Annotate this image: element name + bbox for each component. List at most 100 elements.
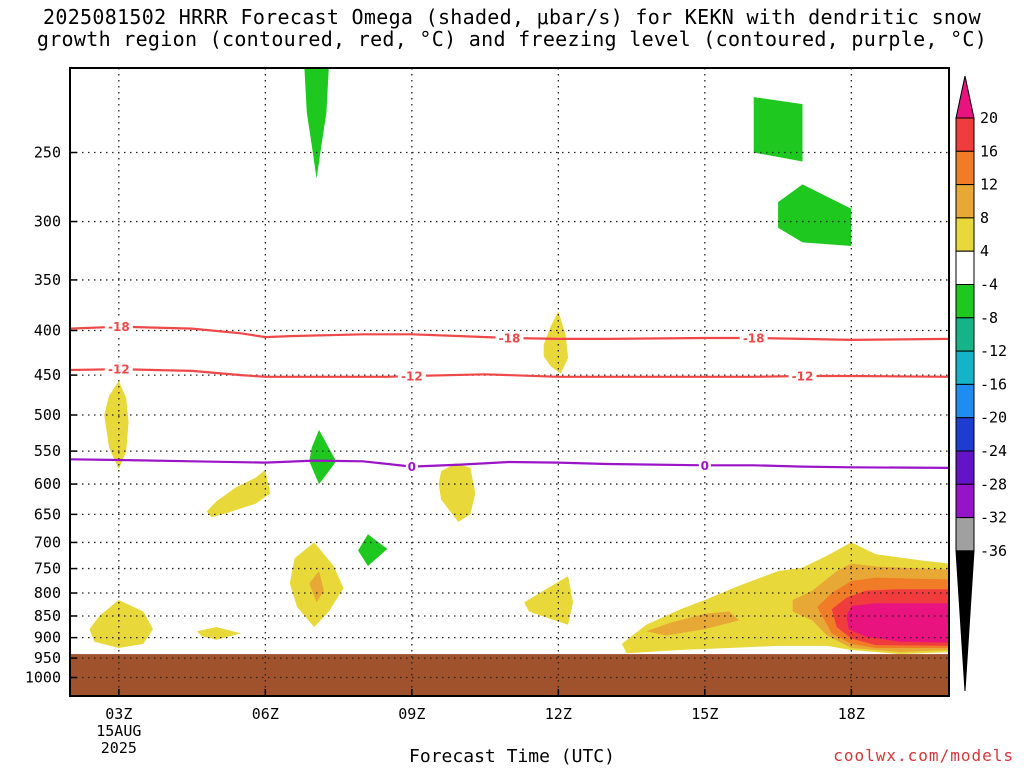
contour-label: -18 [499,332,521,346]
colorbar-swatch [955,350,975,385]
contour-line [70,325,949,342]
colorbar-label: 8 [980,209,989,227]
y-tick-label: 600 [34,475,61,493]
omega-region-5 [104,381,129,470]
colorbar-swatch [955,250,975,285]
colorbar-label: -12 [980,342,1007,360]
colorbar-label: 16 [980,142,998,160]
colorbar-label: -36 [980,542,1007,560]
colorbar-swatch [955,284,975,319]
colorbar-label: -28 [980,475,1007,493]
y-tick-label: 850 [34,607,61,625]
y-tick-label: 950 [34,649,61,667]
contour-label-bg [104,362,133,377]
x-tick-label: 18Z [838,705,865,723]
chart-title-line1: 2025081502 HRRR Forecast Omega (shaded, … [43,5,981,29]
y-tick-label: 700 [34,533,61,551]
colorbar-label: -32 [980,509,1007,527]
colorbar-swatch [955,517,975,552]
y-tick-label: 500 [34,406,61,424]
x-tick-label: 15Z [691,705,718,723]
contour-label: -12 [108,363,130,377]
colorbar-bottom-arrow [955,550,975,692]
colorbar-label: -20 [980,409,1007,427]
ground-area [70,654,949,696]
y-tick-label: 350 [34,271,61,289]
colorbar-swatch [955,417,975,452]
colorbar-swatch [955,150,975,186]
colorbar-swatch [955,483,975,519]
colorbar-swatch [955,317,975,352]
y-tick-label: 550 [34,442,61,460]
colorbar-swatch [955,383,975,419]
contour-label: -12 [792,369,814,383]
omega-region-3 [309,429,337,485]
y-tick-label: 300 [34,213,61,231]
colorbar-top-arrow [955,75,975,119]
omega-region-12 [197,627,241,640]
omega-region-8 [438,463,476,522]
contour-label: -18 [743,332,765,346]
x-tick-label: 09Z [398,705,425,723]
source-credit: coolwx.com/models [833,746,1014,765]
colorbar-label: 4 [980,242,989,260]
colorbar-legend: 20 16 12 8 4 -4 -8 -12 -16 -20 -24 -28 -32 -36 [955,75,1007,692]
contour-label: -18 [108,320,130,334]
plot-frame [69,67,950,697]
ground-fill [70,654,949,696]
colorbar-label: 20 [980,109,998,127]
colorbar-label: -16 [980,375,1007,393]
omega-region-4 [358,534,388,566]
omega-region-6 [543,311,569,374]
omega-region-19 [846,603,949,643]
contour-label: 0 [701,459,709,473]
y-axis: 250 300 350 400 450 500 550 600 650 700 750 800 850 9… [25,144,77,687]
omega-region-0 [304,68,329,179]
colorbar-label: -24 [980,442,1007,460]
x-tick-label: 03Z [105,705,132,723]
omega-region-15 [646,611,739,636]
y-tick-label: 750 [34,560,61,578]
omega-region-1 [753,97,803,162]
omega-shading [89,68,949,655]
y-tick-label: 1000 [25,669,61,687]
contour-label-bg [788,368,817,383]
contour-label: 0 [408,460,416,474]
colorbar-swatch [955,217,975,252]
x-tick-label: 06Z [252,705,279,723]
y-tick-label: 650 [34,505,61,523]
contour-label-bg [495,331,524,346]
colorbar-swatch [955,184,975,219]
colorbar-label: 12 [980,176,998,194]
contour-line [70,458,949,469]
y-tick-label: 800 [34,584,61,602]
x-tick-sublabel: 15AUG [96,722,141,740]
contour-label: -12 [401,369,423,383]
contour-label-bg [405,459,418,474]
chart-title-line2: growth region (contoured, red, °C) and f… [36,27,988,51]
omega-region-10 [309,571,324,603]
y-tick-label: 250 [34,144,61,162]
chart-title: 2025081502 HRRR Forecast Omega (shaded, … [0,6,1024,50]
colorbar-swatch [955,117,975,152]
contour-line [70,368,949,378]
omega-region-2 [778,184,852,246]
y-tick-label: 450 [34,366,61,384]
x-tick-sublabel: 2025 [101,739,137,757]
x-axis-label: Forecast Time (UTC) [409,746,615,767]
contour-label-bg [397,368,426,383]
omega-region-13 [524,576,573,625]
colorbar-label: -8 [980,309,998,327]
contour-label-bg [104,319,133,334]
colorbar-swatch [955,450,975,485]
contour-label-bg [739,331,768,346]
y-tick-label: 900 [34,629,61,647]
y-tick-label: 400 [34,322,61,340]
omega-region-7 [206,469,271,518]
x-tick-label: 12Z [545,705,572,723]
contour-label-bg [698,458,711,473]
colorbar-label: -4 [980,276,998,294]
gridlines [70,68,949,696]
